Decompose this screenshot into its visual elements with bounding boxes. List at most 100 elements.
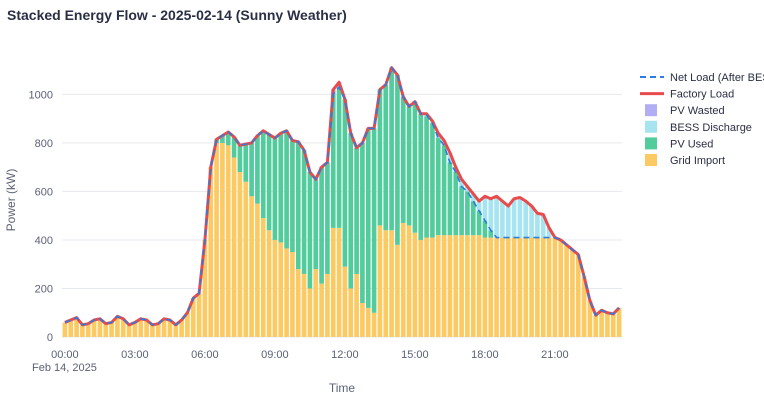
bar-grid-import [377, 225, 383, 337]
bar-grid-import [616, 307, 622, 337]
bar-pv-used [255, 135, 260, 204]
bar-grid-import [120, 318, 126, 337]
legend-item-pv-used[interactable]: PV Used [645, 137, 713, 150]
bar-grid-import [517, 237, 523, 337]
bar-bess-discharge [465, 186, 470, 192]
bar-grid-import [255, 203, 260, 337]
legend-item-net-load-after-bess[interactable]: Net Load (After BESS) [640, 72, 764, 84]
bar-grid-import [173, 324, 179, 337]
bar-pv-used [307, 172, 313, 289]
bar-pv-used [290, 140, 295, 253]
bar-pv-used [243, 144, 249, 182]
bar-grid-import [62, 322, 68, 337]
bar-grid-import [511, 237, 517, 337]
bar-grid-import [610, 313, 616, 337]
bar-grid-import [330, 227, 336, 337]
bar-bess-discharge [535, 213, 540, 238]
bar-bess-discharge [494, 196, 499, 238]
bar-grid-import [605, 312, 610, 337]
bar-pv-used [482, 220, 488, 238]
bar-grid-import [494, 237, 499, 337]
bar-bess-discharge [470, 193, 476, 202]
bar-grid-import [150, 324, 155, 337]
bar-grid-import [488, 237, 494, 337]
y-axis-ticks: 0 200 400 600 800 1000 [29, 89, 53, 344]
bar-grid-import [196, 293, 202, 337]
bar-bess-discharge [488, 198, 494, 231]
legend-swatch [645, 154, 657, 166]
bar-grid-import [214, 142, 219, 337]
bar-grid-import [190, 298, 196, 337]
bar-grid-import [144, 320, 149, 337]
legend-item-factory-load[interactable]: Factory Load [640, 89, 734, 101]
bar-pv-used [313, 179, 319, 270]
bar-bess-discharge [546, 227, 552, 238]
bar-grid-import [74, 317, 79, 337]
bar-grid-import [313, 269, 319, 337]
bar-grid-import [424, 237, 429, 337]
bar-bess-discharge [505, 205, 511, 238]
bar-pv-used [371, 128, 377, 313]
y-tick-label: 200 [35, 283, 53, 295]
bar-grid-import [80, 324, 85, 337]
bar-pv-used [459, 186, 464, 236]
net-load-line [64, 66, 620, 326]
bar-pv-used [412, 101, 418, 233]
bar-bess-discharge [459, 179, 464, 187]
bar-bess-discharge [517, 197, 523, 238]
bar-grid-import [202, 239, 208, 337]
legend-item-bess-discharge[interactable]: BESS Discharge [645, 120, 752, 134]
bar-pv-used [365, 128, 371, 308]
x-tick-label: 15:00 [401, 349, 429, 361]
bar-grid-import [319, 283, 324, 337]
bar-grid-import [336, 227, 342, 337]
bar-grid-import [389, 230, 394, 337]
bar-pv-used [295, 141, 301, 270]
bar-pv-used [348, 133, 354, 289]
bar-grid-import [85, 323, 91, 337]
series-lines [64, 66, 621, 327]
legend-label: Factory Load [670, 89, 734, 101]
bar-pv-used [447, 162, 453, 236]
bar-grid-import [523, 237, 529, 337]
legend-item-grid-import[interactable]: Grid Import [645, 154, 725, 167]
bar-grid-import [587, 300, 593, 337]
bar-grid-import [564, 244, 569, 337]
bar-grid-import [161, 318, 167, 337]
bar-grid-import [570, 249, 575, 337]
bar-pv-used [284, 130, 289, 249]
bar-pv-used [231, 136, 237, 158]
bar-grid-import [225, 145, 231, 337]
y-tick-label: 800 [35, 138, 53, 150]
x-axis-title: Time [329, 381, 356, 395]
bar-grid-import [91, 320, 97, 337]
bar-grid-import [505, 237, 511, 337]
legend-swatch [645, 104, 657, 117]
y-axis-title: Power (kW) [4, 169, 18, 232]
bar-grid-import [406, 225, 412, 337]
bar-grid-import [360, 303, 365, 337]
bar-pv-used [424, 116, 429, 238]
bar-grid-import [249, 196, 254, 337]
x-tick-label: 09:00 [261, 349, 289, 361]
bar-grid-import [575, 254, 581, 337]
y-tick-label: 600 [35, 186, 53, 198]
bar-pv-used [377, 89, 383, 226]
bar-bess-discharge [529, 205, 534, 238]
x-tick-label: 03:00 [121, 349, 149, 361]
x-axis-ticks: 00:00 03:00 06:00 09:00 12:00 15:00 18:00 21:00 [51, 349, 569, 361]
bar-grid-import [295, 269, 301, 337]
x-tick-label: 21:00 [541, 349, 569, 361]
bar-grid-import [103, 323, 109, 337]
bar-grid-import [284, 248, 289, 337]
bar-grid-import [435, 235, 441, 337]
x-tick-label: 18:00 [471, 349, 499, 361]
bar-grid-import [453, 235, 459, 337]
bar-grid-import [581, 276, 587, 337]
legend[interactable]: Net Load (After BESS) Factory Load PV Wast… [640, 72, 764, 167]
legend-item-pv-wasted[interactable]: PV Wasted [645, 104, 725, 117]
bar-pv-used [266, 134, 272, 231]
bar-grid-import [272, 239, 278, 337]
bar-grid-import [342, 266, 348, 337]
bar-pv-used [465, 191, 470, 236]
